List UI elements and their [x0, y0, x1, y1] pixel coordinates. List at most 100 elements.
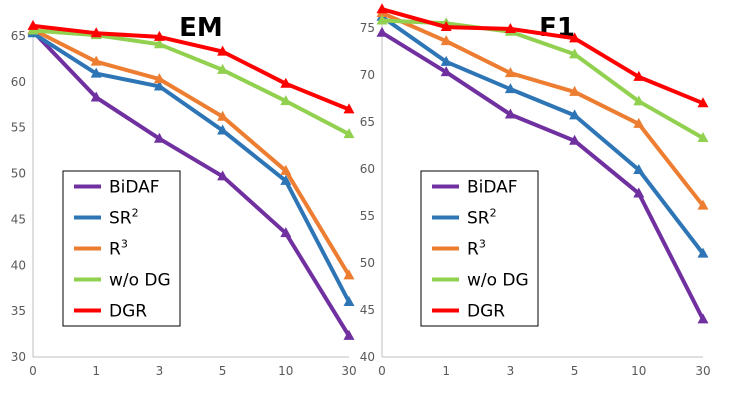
legend-label: R3 — [467, 238, 486, 260]
series-line — [31, 23, 351, 112]
data-point — [376, 3, 388, 14]
data-point — [504, 108, 516, 119]
data-point — [633, 187, 645, 198]
legend: BiDAF SR2 R3 w/o DG DGR — [420, 170, 539, 327]
x-tick-label: 10 — [631, 364, 646, 378]
data-point — [280, 95, 292, 106]
legend: BiDAF SR2 R3 w/o DG DGR — [62, 170, 181, 327]
legend-label: BiDAF — [109, 178, 160, 198]
y-tick-label: 50 — [11, 167, 26, 181]
x-tick-label: 3 — [507, 364, 515, 378]
data-point — [90, 27, 102, 38]
data-point — [569, 85, 581, 96]
data-point — [376, 26, 388, 37]
series-line — [31, 28, 351, 137]
data-point — [217, 124, 229, 135]
data-point — [217, 45, 229, 56]
data-point — [280, 164, 292, 175]
y-tick-label: 45 — [360, 303, 375, 317]
data-point — [697, 97, 709, 108]
y-tick-label: 30 — [11, 350, 26, 364]
data-point — [343, 103, 355, 114]
data-point — [280, 174, 292, 185]
x-tick-label: 1 — [92, 364, 100, 378]
legend-label: SR2 — [109, 207, 139, 229]
data-point — [343, 128, 355, 139]
data-point — [27, 19, 39, 30]
data-point — [153, 80, 165, 91]
data-point — [633, 163, 645, 174]
data-point — [633, 95, 645, 106]
data-point — [90, 67, 102, 78]
legend-label: BiDAF — [467, 178, 518, 198]
y-tick-label: 60 — [360, 162, 375, 176]
data-point — [569, 32, 581, 43]
y-tick-label: 45 — [11, 212, 26, 226]
series-dgr — [27, 19, 355, 114]
data-point — [697, 199, 709, 210]
series-line — [380, 14, 705, 256]
data-point — [90, 91, 102, 102]
series-line — [380, 7, 705, 106]
data-point — [90, 55, 102, 66]
series-line — [31, 31, 351, 304]
y-tick-label: 65 — [360, 115, 375, 129]
data-point — [504, 83, 516, 94]
x-tick-label: 5 — [219, 364, 227, 378]
data-point — [440, 21, 452, 32]
chart-title: EM — [179, 13, 223, 43]
series-line — [380, 11, 705, 208]
data-point — [504, 67, 516, 78]
data-point — [343, 329, 355, 340]
legend-label: w/o DG — [467, 271, 529, 291]
series-bidaf — [376, 26, 709, 324]
data-point — [343, 269, 355, 280]
x-tick-label: 5 — [571, 364, 579, 378]
data-point — [217, 110, 229, 121]
y-tick-label: 50 — [360, 256, 375, 270]
data-point — [440, 66, 452, 77]
x-tick-label: 3 — [156, 364, 164, 378]
series-w-o-dg — [27, 24, 355, 139]
data-point — [697, 313, 709, 324]
data-point — [153, 38, 165, 49]
y-tick-label: 60 — [11, 75, 26, 89]
legend-label: SR2 — [467, 207, 497, 229]
series-line — [380, 30, 705, 322]
data-point — [376, 14, 388, 25]
y-tick-label: 40 — [11, 258, 26, 272]
data-point — [153, 30, 165, 41]
data-point — [153, 73, 165, 84]
data-point — [217, 170, 229, 181]
x-tick-label: 30 — [341, 364, 356, 378]
data-point — [280, 77, 292, 88]
data-point — [569, 48, 581, 59]
data-point — [440, 55, 452, 66]
legend-label: R3 — [109, 238, 128, 260]
y-tick-label: 55 — [11, 121, 26, 135]
data-point — [633, 70, 645, 81]
y-tick-label: 70 — [360, 68, 375, 82]
y-tick-label: 75 — [360, 21, 375, 35]
x-tick-label: 0 — [378, 364, 386, 378]
data-point — [697, 131, 709, 142]
data-point — [440, 35, 452, 46]
legend-label: DGR — [109, 302, 147, 322]
y-tick-label: 40 — [360, 350, 375, 364]
data-point — [153, 132, 165, 143]
data-point — [569, 134, 581, 145]
y-tick-label: 65 — [11, 29, 26, 43]
data-point — [569, 109, 581, 120]
x-tick-label: 0 — [29, 364, 37, 378]
data-point — [633, 117, 645, 128]
series-line — [31, 29, 351, 338]
series-line — [31, 27, 351, 278]
series-r3 — [376, 6, 709, 210]
data-point — [280, 227, 292, 238]
x-tick-label: 10 — [278, 364, 293, 378]
data-point — [217, 63, 229, 74]
x-tick-label: 30 — [695, 364, 710, 378]
